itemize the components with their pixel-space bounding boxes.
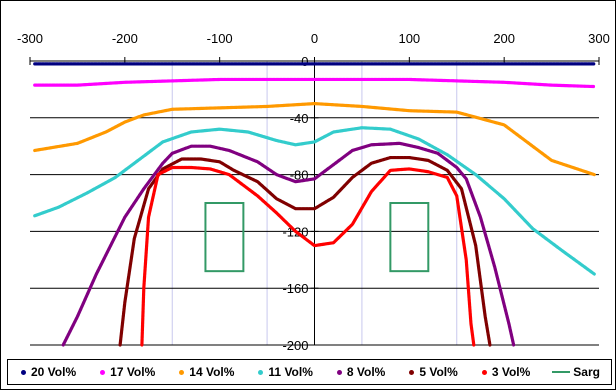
y-tick-label: -40 [290, 111, 309, 126]
y-tick-label: -160 [282, 281, 308, 296]
legend-item: 8 Vol% [335, 365, 385, 379]
legend-label: 8 Vol% [346, 365, 386, 379]
sarg-rectangle [389, 202, 430, 273]
x-tick-label: -300 [17, 31, 43, 46]
legend-item: 20 Vol% [19, 365, 76, 379]
legend-label: 5 Vol% [419, 365, 458, 379]
series-line-11-vol [33, 126, 596, 276]
legend-dot-icon [409, 369, 415, 375]
legend-item: 14 Vol% [177, 365, 234, 379]
legend-label: 20 Vol% [31, 365, 77, 379]
x-tick-label: 300 [588, 31, 610, 46]
legend-dot-icon [21, 369, 26, 375]
legend-item: 3 Vol% [480, 365, 530, 379]
series-line-5-vol [118, 155, 492, 347]
legend-line-icon [552, 371, 571, 373]
legend-label: 11 Vol% [268, 365, 313, 379]
x-tick-label: -200 [112, 31, 138, 46]
legend-item: Sarg [552, 365, 600, 379]
legend-dot-icon [258, 369, 264, 375]
y-tick-label: -200 [282, 338, 308, 353]
x-tick-label: -100 [207, 31, 233, 46]
x-tick-label: 100 [398, 31, 420, 46]
legend-label: 3 Vol% [491, 365, 531, 379]
legend-dot-icon [481, 369, 487, 375]
series-line-3-vol [140, 165, 476, 347]
x-tick-label: 0 [311, 31, 318, 46]
legend-dot-icon [100, 369, 106, 375]
series-line-8-vol [61, 141, 516, 347]
legend-dot-icon [179, 369, 185, 375]
legend-item: 17 Vol% [98, 365, 155, 379]
legend-item: 11 Vol% [256, 365, 313, 379]
sarg-rectangle [204, 202, 245, 273]
y-tick-label: 0 [301, 54, 308, 69]
x-tick-label: 200 [493, 31, 515, 46]
legend-dot-icon [336, 369, 342, 375]
legend-item: 5 Vol% [407, 365, 458, 379]
legend-label: Sarg [573, 365, 600, 379]
legend-label: 14 Vol% [189, 365, 235, 379]
legend-label: 17 Vol% [110, 365, 156, 379]
legend: 20 Vol% 17 Vol% 14 Vol% 11 Vol% 8 Vol% 5 Vol%… [7, 359, 612, 385]
series-line-17-vol [33, 77, 596, 89]
contour-chart: -300 -200 -100 0 100 200 3000-40-80-120-160-20… [17, 31, 610, 353]
series-line-14-vol [33, 101, 596, 177]
